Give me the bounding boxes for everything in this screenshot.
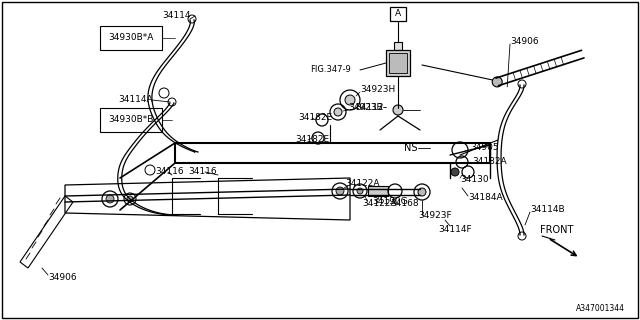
Circle shape xyxy=(357,188,363,194)
Text: 34182E: 34182E xyxy=(298,114,332,123)
Circle shape xyxy=(334,108,342,116)
Text: 34184A: 34184A xyxy=(468,194,502,203)
Text: FIG.347-9: FIG.347-9 xyxy=(310,66,351,75)
Bar xyxy=(394,42,402,50)
Text: 34130: 34130 xyxy=(460,175,488,185)
Text: FRONT: FRONT xyxy=(540,225,573,235)
Text: 34114: 34114 xyxy=(162,12,191,20)
Text: 34114A: 34114A xyxy=(118,95,152,105)
Text: 34182A: 34182A xyxy=(472,157,507,166)
Text: 34114B: 34114B xyxy=(530,205,564,214)
Text: 34122A: 34122A xyxy=(362,198,397,207)
Text: 34923H: 34923H xyxy=(360,85,396,94)
Bar xyxy=(390,7,406,21)
Bar xyxy=(389,53,407,73)
Text: 34116: 34116 xyxy=(155,167,184,177)
Circle shape xyxy=(345,95,355,105)
Text: A347001344: A347001344 xyxy=(576,304,625,313)
Text: 34906: 34906 xyxy=(510,37,539,46)
Text: 34182E: 34182E xyxy=(295,135,329,145)
Text: 34930B*A: 34930B*A xyxy=(108,34,154,43)
Text: 34906: 34906 xyxy=(48,274,77,283)
Circle shape xyxy=(106,195,114,203)
Bar xyxy=(368,186,388,196)
Text: 34168: 34168 xyxy=(390,199,419,209)
Text: 34930B*B: 34930B*B xyxy=(108,116,154,124)
Bar xyxy=(100,108,162,132)
Text: 34905: 34905 xyxy=(470,143,499,153)
Bar xyxy=(386,50,410,76)
Text: 34122A: 34122A xyxy=(345,179,380,188)
Circle shape xyxy=(336,187,344,195)
Circle shape xyxy=(451,168,459,176)
Circle shape xyxy=(418,188,426,196)
Text: 34923F: 34923F xyxy=(418,211,452,220)
Text: 34923B: 34923B xyxy=(348,103,383,113)
Bar xyxy=(100,26,162,50)
Text: 34116: 34116 xyxy=(188,167,216,177)
Circle shape xyxy=(127,196,133,202)
Text: A: A xyxy=(395,10,401,19)
Text: 34112: 34112 xyxy=(355,102,383,111)
Circle shape xyxy=(492,77,502,87)
Text: NS: NS xyxy=(404,143,417,153)
Circle shape xyxy=(393,105,403,115)
Text: 34114F: 34114F xyxy=(438,226,472,235)
Text: 34190G: 34190G xyxy=(372,196,408,205)
